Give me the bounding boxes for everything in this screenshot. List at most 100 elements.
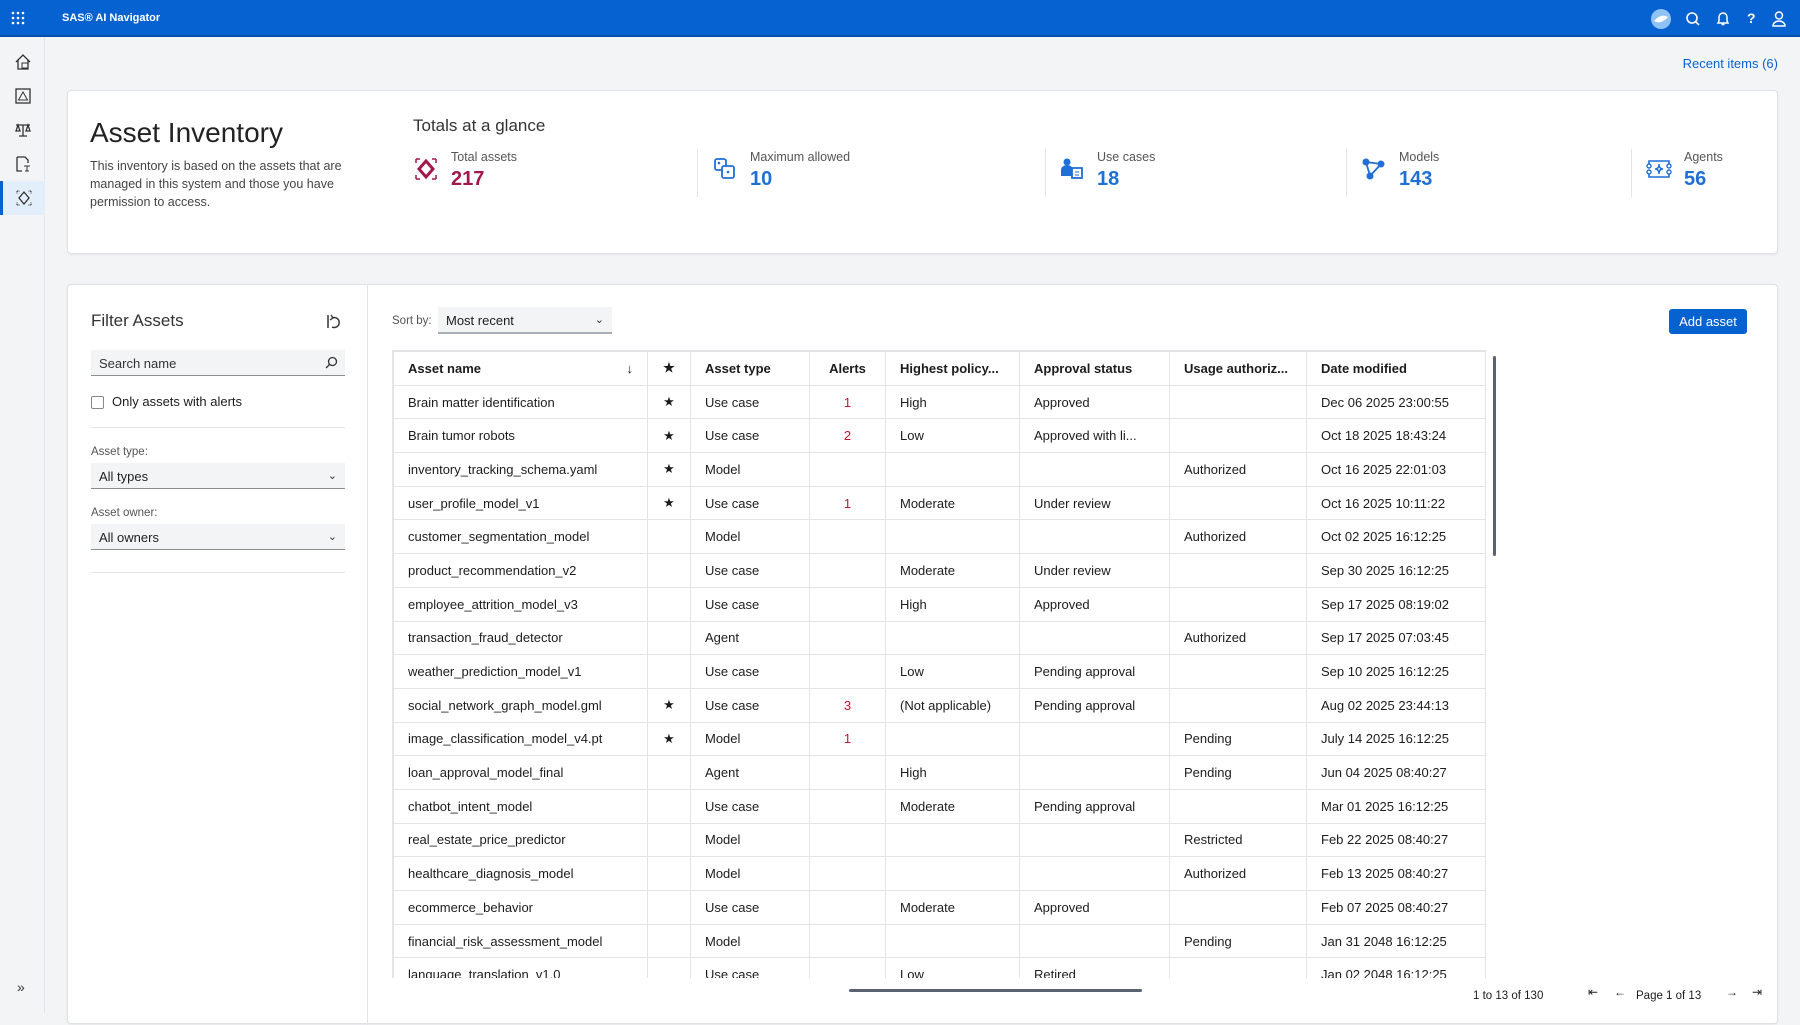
table-row[interactable]: loan_approval_model_final Agent High Pendin… (393, 755, 1485, 790)
cell-name[interactable]: language_translation_v1.0 (393, 957, 648, 978)
column-header[interactable]: Asset name ↓ (393, 351, 648, 386)
favorite-star-icon[interactable] (647, 755, 691, 790)
table-row[interactable]: customer_segmentation_model Model Authoriz… (393, 519, 1485, 555)
cell-usage: Pending (1169, 721, 1307, 757)
first-page-icon[interactable]: ⇤ (1587, 985, 1599, 999)
cell-name[interactable]: financial_risk_assessment_model (393, 923, 648, 959)
column-header[interactable]: Highest policy... (885, 351, 1020, 386)
table-row[interactable]: user_profile_model_v1 ★ Use case 1 Moderate U… (393, 485, 1485, 521)
table-row[interactable]: real_estate_price_predictor Model Restrict… (393, 822, 1485, 858)
table-row[interactable]: financial_risk_assessment_model Model Pend… (393, 923, 1485, 959)
cell-name[interactable]: product_recommendation_v2 (393, 553, 648, 588)
vertical-scrollbar[interactable] (1493, 356, 1496, 556)
table-row[interactable]: healthcare_diagnosis_model Model Authorize… (393, 856, 1485, 891)
user-icon[interactable] (1769, 9, 1789, 29)
cell-name[interactable]: real_estate_price_predictor (393, 822, 648, 858)
rail-policies[interactable] (0, 113, 45, 147)
column-header[interactable]: Asset type (690, 351, 810, 386)
rail-asset-inventory[interactable] (0, 181, 45, 215)
favorite-star-icon[interactable]: ★ (647, 485, 691, 521)
search-name-input[interactable]: Search name (91, 350, 345, 376)
expand-rail-icon[interactable]: » (17, 979, 25, 995)
table-row[interactable]: Brain tumor robots ★ Use case 2 Low Approved … (393, 418, 1485, 454)
rail-home[interactable] (0, 45, 45, 79)
favorite-column-icon[interactable]: ★ (647, 351, 691, 386)
apps-grid-icon[interactable] (11, 11, 25, 25)
table-row[interactable]: product_recommendation_v2 Use case Moderat… (393, 553, 1485, 588)
cell-name[interactable]: loan_approval_model_final (393, 755, 648, 790)
cell-name[interactable]: social_network_graph_model.gml (393, 687, 648, 723)
table-row[interactable]: image_classification_model_v4.pt ★ Model 1 P… (393, 721, 1485, 757)
favorite-star-icon[interactable] (647, 620, 691, 656)
favorite-star-icon[interactable] (647, 654, 691, 689)
table-row[interactable]: chatbot_intent_model Use case Moderate Pend… (393, 788, 1485, 824)
favorite-star-icon[interactable] (647, 519, 691, 555)
copilot-icon[interactable] (1651, 9, 1671, 29)
rail-regulations[interactable] (0, 147, 45, 181)
table-row[interactable]: social_network_graph_model.gml ★ Use case 3… (393, 687, 1485, 723)
favorite-star-icon[interactable]: ★ (647, 721, 691, 757)
column-header[interactable]: Approval status (1019, 351, 1170, 386)
favorite-star-icon[interactable]: ★ (647, 418, 691, 454)
cell-date: Dec 06 2025 23:00:55 (1306, 384, 1485, 420)
previous-page-icon[interactable]: ← (1614, 985, 1626, 999)
recent-items-link[interactable]: Recent items (6) (1682, 56, 1778, 71)
sort-arrow-icon[interactable]: ↓ (626, 360, 634, 376)
cell-date: Mar 01 2025 16:12:25 (1306, 788, 1485, 824)
favorite-star-icon[interactable] (647, 957, 691, 978)
cell-name[interactable]: inventory_tracking_schema.yaml (393, 452, 648, 487)
favorite-star-icon[interactable] (647, 586, 691, 622)
favorite-star-icon[interactable] (647, 856, 691, 891)
asset-type-select[interactable]: All types ⌄ (91, 463, 345, 489)
table-row[interactable]: weather_prediction_model_v1 Use case Low Pe… (393, 654, 1485, 689)
favorite-star-icon[interactable]: ★ (647, 687, 691, 723)
add-asset-button[interactable]: Add asset (1669, 309, 1747, 334)
top-bar: SAS® AI Navigator ? (0, 0, 1800, 37)
cell-name[interactable]: customer_segmentation_model (393, 519, 648, 555)
cell-name[interactable]: image_classification_model_v4.pt (393, 721, 648, 757)
horizontal-scrollbar[interactable] (849, 989, 1142, 992)
next-page-icon[interactable]: → (1726, 985, 1738, 999)
only-alerts-label[interactable]: Only assets with alerts (112, 394, 243, 409)
cell-alerts: 2 (809, 418, 886, 454)
cell-name[interactable]: user_profile_model_v1 (393, 485, 648, 521)
table-row[interactable]: Brain matter identification ★ Use case 1 Hig… (393, 384, 1485, 420)
help-icon[interactable]: ? (1747, 10, 1756, 26)
cell-name[interactable]: healthcare_diagnosis_model (393, 856, 648, 891)
last-page-icon[interactable]: ⇥ (1751, 985, 1763, 999)
cell-name[interactable]: employee_attrition_model_v3 (393, 586, 648, 622)
column-header[interactable]: Date modified (1306, 351, 1485, 386)
search-icon[interactable] (1683, 9, 1703, 29)
cell-name[interactable]: chatbot_intent_model (393, 788, 648, 824)
cell-name[interactable]: Brain tumor robots (393, 418, 648, 454)
rail-alerts[interactable] (0, 79, 45, 113)
sort-select[interactable]: Most recent ⌄ (438, 307, 612, 334)
cell-usage (1169, 384, 1307, 420)
column-header[interactable]: Alerts (809, 351, 886, 386)
asset-owner-select[interactable]: All owners ⌄ (91, 524, 345, 550)
cell-policy (885, 856, 1020, 891)
table-row[interactable]: inventory_tracking_schema.yaml ★ Model Auth… (393, 452, 1485, 487)
only-alerts-checkbox[interactable] (91, 396, 104, 409)
cell-name[interactable]: Brain matter identification (393, 384, 648, 420)
cell-name[interactable]: weather_prediction_model_v1 (393, 654, 648, 689)
column-label: Highest policy... (900, 360, 999, 376)
notifications-icon[interactable] (1713, 9, 1733, 29)
table-row[interactable]: ecommerce_behavior Use case Moderate Approv… (393, 890, 1485, 925)
favorite-star-icon[interactable]: ★ (647, 384, 691, 420)
favorite-star-icon[interactable] (647, 822, 691, 858)
favorite-star-icon[interactable] (647, 553, 691, 588)
table-row[interactable]: employee_attrition_model_v3 Use case High A… (393, 586, 1485, 622)
table-row[interactable]: language_translation_v1.0 Use case Low Reti… (393, 957, 1485, 978)
cell-usage (1169, 553, 1307, 588)
cell-name[interactable]: ecommerce_behavior (393, 890, 648, 925)
favorite-star-icon[interactable] (647, 890, 691, 925)
column-header[interactable]: Usage authoriz... (1169, 351, 1307, 386)
cell-approval: Approved (1019, 890, 1170, 925)
reset-filters-icon[interactable] (324, 312, 344, 332)
cell-name[interactable]: transaction_fraud_detector (393, 620, 648, 656)
favorite-star-icon[interactable]: ★ (647, 452, 691, 487)
favorite-star-icon[interactable] (647, 923, 691, 959)
favorite-star-icon[interactable] (647, 788, 691, 824)
table-row[interactable]: transaction_fraud_detector Agent Authorize… (393, 620, 1485, 656)
